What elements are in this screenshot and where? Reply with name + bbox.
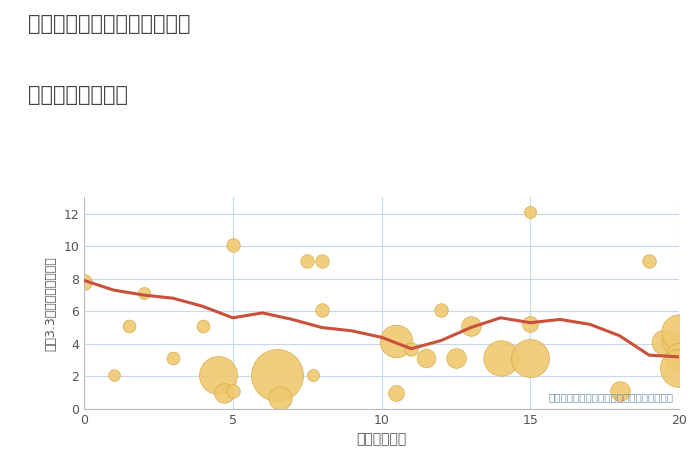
Point [435, 306, 447, 313]
Text: 兵庫県丹波市春日町小多利の: 兵庫県丹波市春日町小多利の [28, 14, 190, 34]
Point [123, 322, 134, 329]
Point [525, 355, 536, 362]
Point [391, 389, 402, 396]
Point [168, 355, 179, 362]
Y-axis label: 坪（3.3㎡）単価（万円）: 坪（3.3㎡）単価（万円） [45, 256, 57, 351]
Point [673, 364, 685, 372]
Point [274, 394, 286, 401]
Point [391, 337, 402, 345]
Point [525, 321, 536, 328]
Point [108, 371, 119, 378]
Text: 駅距離別土地価格: 駅距離別土地価格 [28, 85, 128, 105]
Point [302, 257, 313, 265]
Point [673, 329, 685, 336]
Point [212, 371, 223, 378]
Point [525, 208, 536, 216]
Point [406, 345, 417, 352]
Point [227, 241, 238, 248]
Point [307, 371, 318, 378]
Point [644, 257, 655, 265]
Point [673, 353, 685, 360]
Point [450, 355, 461, 362]
Point [421, 355, 432, 362]
Point [316, 257, 328, 265]
Point [659, 338, 670, 346]
Point [197, 322, 209, 329]
Point [465, 322, 476, 329]
Point [78, 278, 90, 286]
Point [316, 306, 328, 313]
Point [668, 338, 679, 346]
Point [614, 387, 625, 395]
Point [227, 387, 238, 395]
Point [138, 290, 149, 297]
Text: 円の大きさは、取引のあった物件面積を示す: 円の大きさは、取引のあった物件面積を示す [548, 392, 673, 402]
X-axis label: 駅距離（分）: 駅距離（分） [356, 432, 407, 446]
Point [218, 389, 230, 396]
Point [272, 371, 283, 378]
Point [495, 355, 506, 362]
